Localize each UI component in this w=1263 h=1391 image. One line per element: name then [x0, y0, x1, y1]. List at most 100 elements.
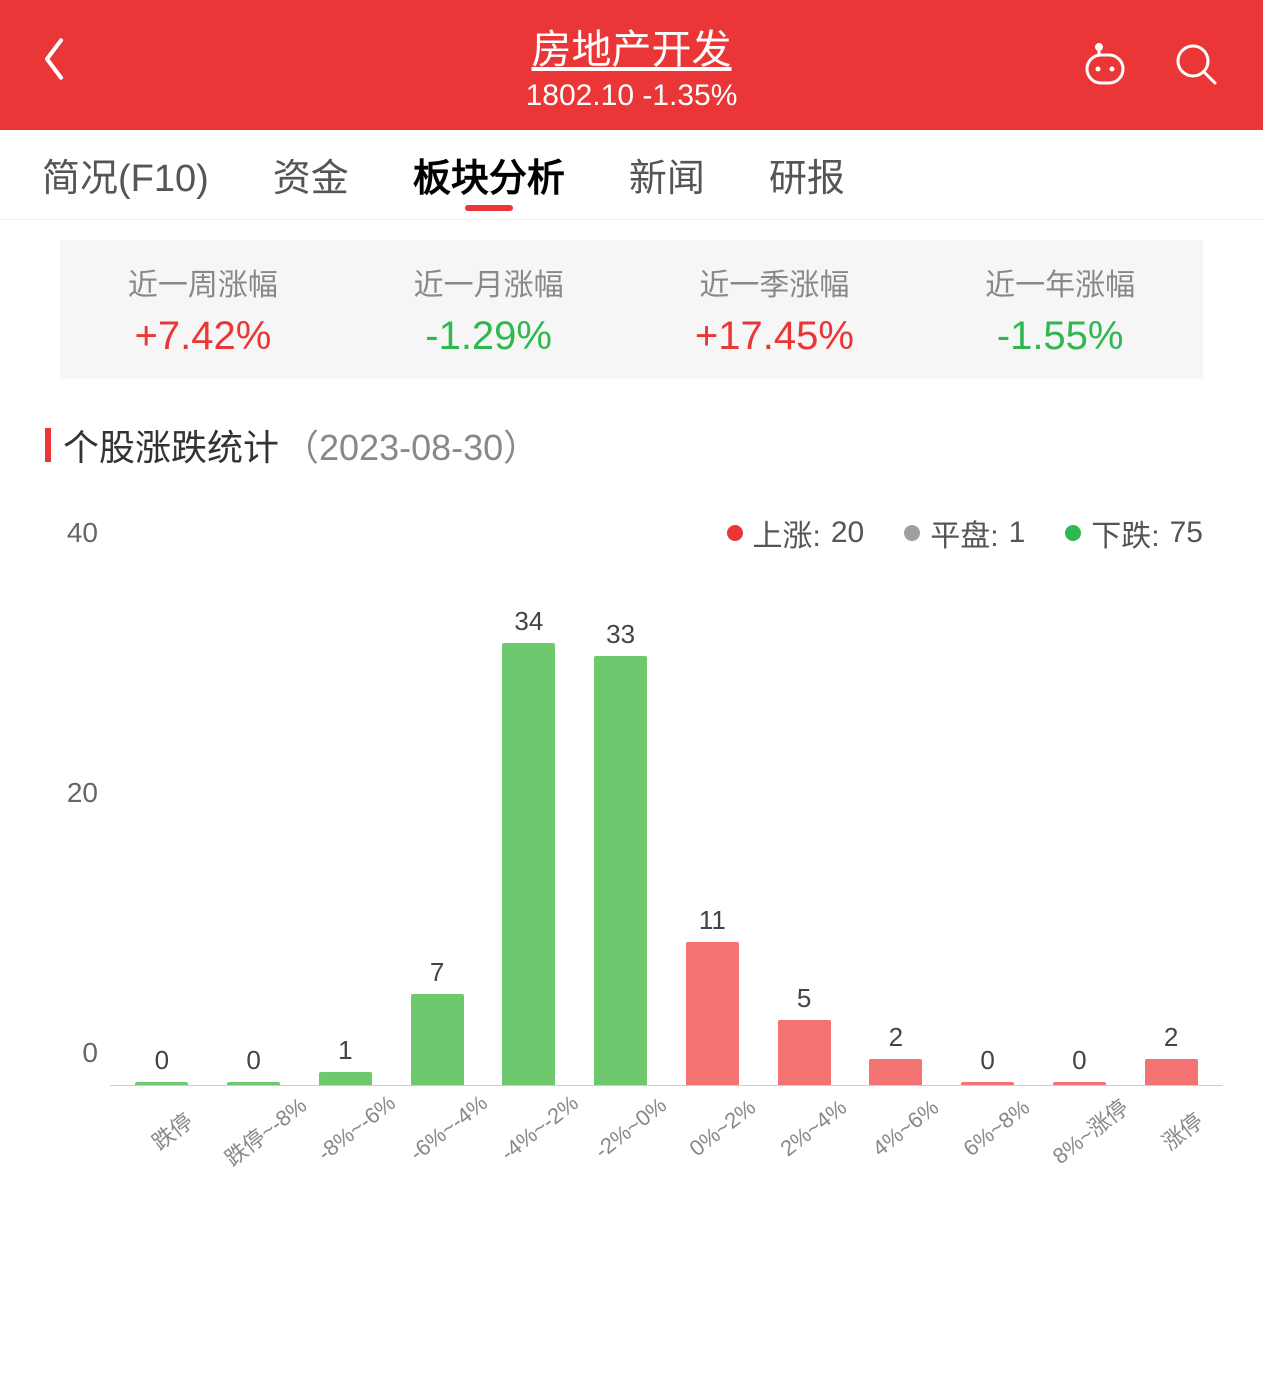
stat-week: 近一周涨幅 +7.42% [60, 260, 346, 359]
legend-flat-count: 1 [1009, 516, 1026, 550]
stat-quarter: 近一季涨幅 +17.45% [632, 260, 918, 359]
tab-reports[interactable]: 研报 [737, 130, 877, 219]
bar [594, 656, 647, 1085]
x-label: 跌停 [126, 1090, 218, 1171]
legend-down-label: 下跌: [1091, 511, 1159, 555]
bar-value-label: 0 [980, 1045, 994, 1076]
bar-value-label: 2 [1164, 1022, 1178, 1053]
bar-value-label: 2 [889, 1022, 903, 1053]
tab-overview[interactable]: 简况(F10) [10, 130, 241, 219]
x-label: -8%~-6% [313, 1090, 405, 1171]
x-label: -2%~0% [587, 1090, 679, 1171]
stat-value: +7.42% [60, 314, 346, 359]
bar-value-label: 33 [606, 619, 635, 650]
legend-up-label: 上涨: [753, 511, 821, 555]
stat-value: -1.55% [917, 314, 1203, 359]
bar-column: 0 [208, 565, 300, 1085]
legend-dot-flat [904, 525, 920, 541]
bar [227, 1082, 280, 1085]
bar-column: 11 [667, 565, 759, 1085]
x-label: 0%~2% [678, 1090, 770, 1171]
bar-column: 0 [1034, 565, 1126, 1085]
section-date: （2023-08-30） [283, 419, 539, 471]
price-line: 1802.10 -1.35% [526, 79, 738, 113]
y-tick: 0 [82, 1037, 98, 1069]
bar-value-label: 0 [246, 1045, 260, 1076]
stat-label: 近一月涨幅 [346, 260, 632, 304]
x-label: -6%~-4% [404, 1090, 496, 1171]
bar [961, 1082, 1014, 1085]
bars-container: 001734331152002 [110, 565, 1223, 1085]
bar-column: 34 [483, 565, 575, 1085]
stat-value: +17.45% [632, 314, 918, 359]
price-value: 1802.10 [526, 79, 634, 112]
x-label: 8%~涨停 [1044, 1090, 1136, 1171]
stat-year: 近一年涨幅 -1.55% [917, 260, 1203, 359]
bar-value-label: 0 [1072, 1045, 1086, 1076]
bar [1145, 1059, 1198, 1085]
assistant-icon[interactable] [1079, 39, 1131, 91]
legend-flat-label: 平盘: [930, 511, 998, 555]
tab-bar: 简况(F10) 资金 板块分析 新闻 研报 [0, 130, 1263, 220]
bar [502, 643, 555, 1085]
stat-label: 近一季涨幅 [632, 260, 918, 304]
bar [411, 994, 464, 1085]
stat-label: 近一年涨幅 [917, 260, 1203, 304]
chart-plot: 001734331152002 [110, 565, 1223, 1085]
back-button[interactable] [40, 35, 68, 95]
bar-column: 0 [116, 565, 208, 1085]
bar [686, 942, 739, 1085]
y-tick: 40 [67, 517, 98, 549]
bar-value-label: 7 [430, 957, 444, 988]
bar-column: 5 [758, 565, 850, 1085]
period-stats: 近一周涨幅 +7.42% 近一月涨幅 -1.29% 近一季涨幅 +17.45% … [60, 240, 1203, 379]
legend-up-count: 20 [831, 516, 864, 550]
x-label: 2%~4% [770, 1090, 862, 1171]
x-label: 6%~8% [953, 1090, 1045, 1171]
legend-dot-up [727, 525, 743, 541]
legend-down: 下跌: 75 [1065, 511, 1203, 555]
tab-funds[interactable]: 资金 [241, 130, 381, 219]
tab-sector-analysis[interactable]: 板块分析 [381, 130, 597, 219]
bar [135, 1082, 188, 1085]
legend-flat: 平盘: 1 [904, 511, 1025, 555]
bar-column: 2 [1125, 565, 1217, 1085]
bar [1053, 1082, 1106, 1085]
chart-legend: 上涨: 20 平盘: 1 下跌: 75 [0, 511, 1203, 555]
bar-value-label: 0 [155, 1045, 169, 1076]
tab-news[interactable]: 新闻 [597, 130, 737, 219]
stat-month: 近一月涨幅 -1.29% [346, 260, 632, 359]
bar-column: 7 [391, 565, 483, 1085]
x-label: 4%~6% [861, 1090, 953, 1171]
x-label: 跌停~-8% [218, 1088, 313, 1172]
page-title[interactable]: 房地产开发 [526, 17, 738, 75]
y-axis: 02040 [40, 565, 110, 1085]
bar-value-label: 11 [699, 905, 726, 936]
bar-value-label: 5 [797, 983, 811, 1014]
bar-value-label: 1 [338, 1035, 352, 1066]
price-change: -1.35% [642, 79, 737, 112]
y-tick: 20 [67, 777, 98, 809]
x-label: -4%~-2% [496, 1090, 588, 1171]
bar-column: 0 [942, 565, 1034, 1085]
legend-dot-down [1065, 525, 1081, 541]
legend-down-count: 75 [1170, 516, 1203, 550]
bar-column: 33 [575, 565, 667, 1085]
legend-up: 上涨: 20 [727, 511, 865, 555]
bar-value-label: 34 [514, 606, 543, 637]
bar [869, 1059, 922, 1085]
bar-column: 2 [850, 565, 942, 1085]
distribution-chart: 02040 001734331152002 跌停跌停~-8%-8%~-6%-6%… [40, 565, 1223, 1150]
bar [319, 1072, 372, 1085]
header-actions [1079, 39, 1223, 91]
section-title: 个股涨跌统计 （2023-08-30） [45, 419, 1218, 471]
section-title-text: 个股涨跌统计 [63, 419, 279, 471]
search-icon[interactable] [1171, 39, 1223, 91]
bar-column: 1 [300, 565, 392, 1085]
x-label: 涨停 [1135, 1090, 1227, 1171]
app-header: 房地产开发 1802.10 -1.35% [0, 0, 1263, 130]
bar [778, 1020, 831, 1085]
x-axis: 跌停跌停~-8%-8%~-6%-6%~-4%-4%~-2%-2%~0%0%~2%… [110, 1085, 1223, 1150]
header-title-block: 房地产开发 1802.10 -1.35% [526, 17, 738, 113]
stat-value: -1.29% [346, 314, 632, 359]
